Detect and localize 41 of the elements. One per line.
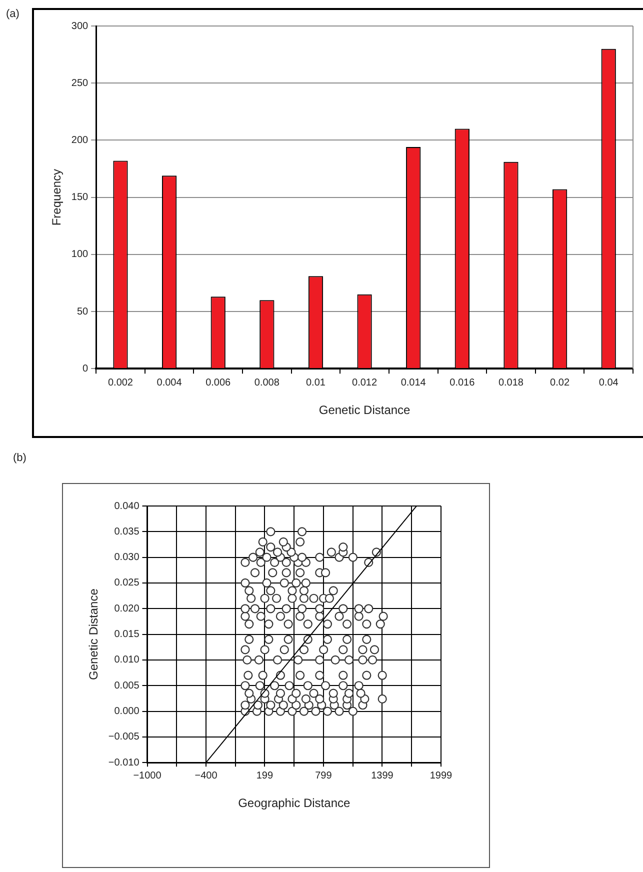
- y-axis-title: Frequency: [50, 168, 64, 226]
- x-tick-label: 0.012: [352, 377, 378, 388]
- y-tick-label: 100: [71, 249, 89, 260]
- y-tick-label: −0.010: [108, 757, 140, 768]
- y-tick-label: 150: [71, 192, 89, 204]
- y-tick-label: 0.020: [114, 603, 140, 614]
- x-tick-label: −1000: [133, 770, 162, 782]
- x-tick-label: 1399: [371, 770, 394, 782]
- text: (a): [6, 8, 20, 20]
- y-tick-label: −0.005: [108, 732, 140, 743]
- y-tick-label: 0.015: [114, 629, 140, 640]
- x-tick-label: 0.014: [400, 377, 426, 388]
- y-tick-label: 0.010: [114, 654, 140, 666]
- x-tick-label: 799: [315, 770, 332, 782]
- x-tick-label: 0.02: [550, 377, 570, 388]
- x-tick-label: 0.016: [450, 377, 476, 388]
- y-tick-label: 0.025: [114, 578, 140, 589]
- x-tick-label: 0.018: [498, 377, 524, 388]
- x-tick-label: 0.002: [108, 377, 134, 388]
- x-tick-label: −400: [194, 770, 218, 782]
- x-tick-label: 0.008: [254, 377, 280, 388]
- text: (b): [13, 452, 26, 464]
- y-tick-label: 0.005: [114, 680, 140, 692]
- y-tick-label: 250: [71, 78, 89, 89]
- x-tick-label: 0.01: [306, 377, 326, 388]
- x-axis-title: Geographic Distance: [238, 796, 350, 810]
- y-tick-label: 50: [76, 306, 89, 318]
- x-tick-label: 0.004: [156, 377, 182, 388]
- x-tick-label: 1999: [430, 770, 453, 782]
- y-tick-label: 300: [71, 20, 89, 32]
- x-tick-label: 0.04: [598, 377, 619, 388]
- y-tick-label: 0.030: [114, 552, 140, 564]
- y-axis-title: Genetic Distance: [86, 588, 101, 680]
- x-axis-title: Genetic Distance: [318, 403, 411, 418]
- y-tick-label: 0.000: [114, 706, 140, 718]
- y-tick-label: 0: [82, 363, 89, 374]
- y-tick-label: 0.040: [114, 500, 140, 512]
- y-tick-label: 200: [71, 134, 89, 146]
- x-tick-label: 0.006: [206, 377, 232, 388]
- x-tick-label: 199: [256, 770, 274, 782]
- y-tick-label: 0.035: [114, 526, 140, 538]
